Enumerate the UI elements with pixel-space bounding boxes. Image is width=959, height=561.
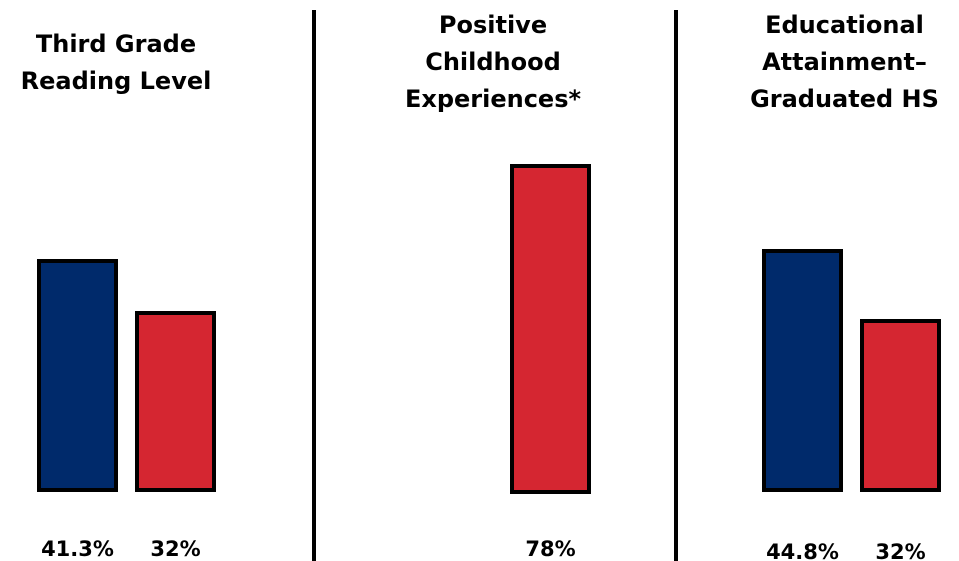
value-label-reading-2: 32% <box>150 537 201 561</box>
bar-education-1 <box>762 249 843 492</box>
panel-divider-left <box>312 10 316 561</box>
bar-education-2 <box>860 319 941 492</box>
panel-title-childhood: Positive Childhood Experiences* <box>404 11 582 113</box>
value-label-education-2: 32% <box>875 540 926 561</box>
panel-divider-right <box>674 10 678 561</box>
value-label-reading-1: 41.3% <box>41 537 114 561</box>
value-label-childhood-1: 78% <box>525 537 576 561</box>
bar-childhood-1 <box>510 164 591 494</box>
panel-title-reading: Third Grade Reading Level <box>20 30 212 95</box>
bar-reading-1 <box>37 259 118 492</box>
panel-title-education: Educational Attainment– Graduated HS <box>750 11 939 113</box>
bar-reading-2 <box>135 311 216 492</box>
value-label-education-1: 44.8% <box>766 540 839 561</box>
